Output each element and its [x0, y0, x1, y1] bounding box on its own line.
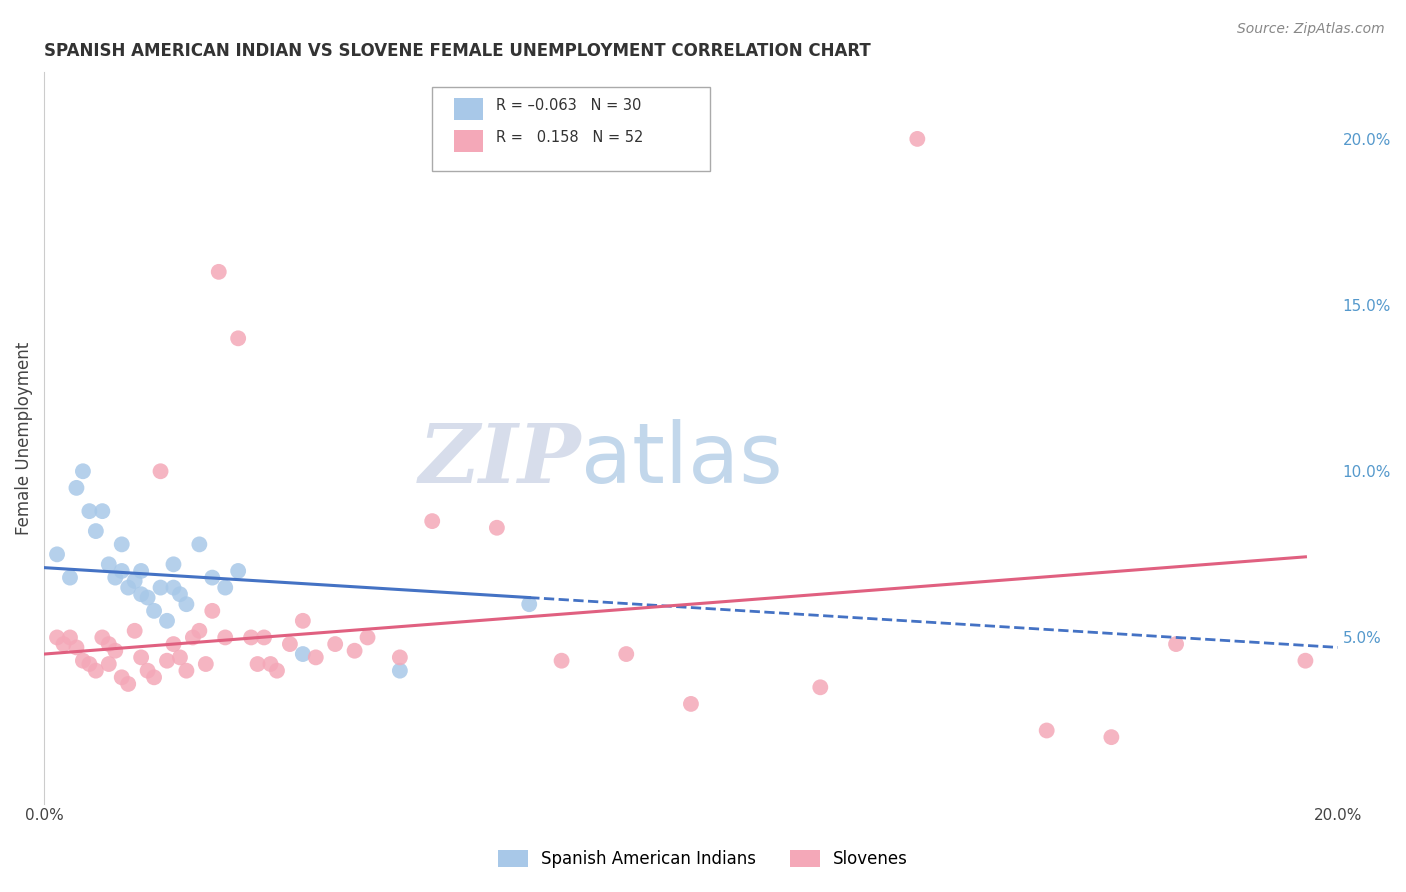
Bar [454, 130, 482, 153]
Point [156, 614, 179, 628]
Point [1099, 730, 1122, 744]
Point [420, 514, 443, 528]
Text: SPANISH AMERICAN INDIAN VS SLOVENE FEMALE UNEMPLOYMENT CORRELATION CHART: SPANISH AMERICAN INDIAN VS SLOVENE FEMAL… [44, 42, 870, 60]
FancyBboxPatch shape [432, 87, 710, 171]
Point [356, 631, 378, 645]
Point [91, 504, 114, 518]
Point [343, 644, 366, 658]
Point [59, 631, 82, 645]
Point [104, 571, 127, 585]
Point [905, 132, 928, 146]
Point [214, 581, 236, 595]
Point [59, 571, 82, 585]
Point [117, 677, 139, 691]
Point [388, 650, 411, 665]
Point [240, 631, 263, 645]
Point [136, 664, 159, 678]
Point [679, 697, 702, 711]
Point [65, 640, 87, 655]
Point [214, 631, 236, 645]
Point [176, 597, 198, 611]
Point [162, 581, 184, 595]
Legend: Spanish American Indians, Slovenes: Spanish American Indians, Slovenes [491, 843, 915, 875]
Point [517, 597, 540, 611]
Point [117, 581, 139, 595]
Point [124, 624, 146, 638]
Point [111, 537, 134, 551]
Point [46, 547, 69, 561]
Point [1294, 654, 1316, 668]
Point [162, 558, 184, 572]
Point [169, 650, 191, 665]
Text: R =   0.158   N = 52: R = 0.158 N = 52 [495, 130, 643, 145]
Text: ZIP: ZIP [419, 420, 581, 500]
Point [808, 681, 831, 695]
Point [278, 637, 301, 651]
Point [46, 631, 69, 645]
Point [188, 624, 211, 638]
Point [156, 654, 179, 668]
Point [201, 604, 224, 618]
Text: Source: ZipAtlas.com: Source: ZipAtlas.com [1237, 22, 1385, 37]
Point [143, 604, 166, 618]
Point [614, 647, 637, 661]
Point [485, 521, 508, 535]
Point [266, 664, 288, 678]
Point [84, 524, 107, 538]
Point [291, 614, 314, 628]
Point [111, 564, 134, 578]
Point [1035, 723, 1057, 738]
Point [194, 657, 217, 671]
Point [388, 664, 411, 678]
Point [72, 654, 94, 668]
Point [226, 331, 249, 345]
Point [181, 631, 204, 645]
Point [129, 564, 152, 578]
Point [201, 571, 224, 585]
Point [162, 637, 184, 651]
Point [65, 481, 87, 495]
Point [169, 587, 191, 601]
Point [124, 574, 146, 588]
Y-axis label: Female Unemployment: Female Unemployment [15, 342, 32, 534]
Point [136, 591, 159, 605]
Bar [454, 98, 482, 120]
Text: atlas: atlas [581, 419, 783, 500]
Point [129, 587, 152, 601]
Point [188, 537, 211, 551]
Point [79, 504, 101, 518]
Point [291, 647, 314, 661]
Point [149, 464, 172, 478]
Point [52, 637, 75, 651]
Text: R = –0.063   N = 30: R = –0.063 N = 30 [495, 98, 641, 112]
Point [104, 644, 127, 658]
Point [323, 637, 346, 651]
Point [72, 464, 94, 478]
Point [550, 654, 572, 668]
Point [259, 657, 281, 671]
Point [208, 265, 231, 279]
Point [176, 664, 198, 678]
Point [129, 650, 152, 665]
Point [305, 650, 328, 665]
Point [97, 637, 120, 651]
Point [143, 670, 166, 684]
Point [79, 657, 101, 671]
Point [149, 581, 172, 595]
Point [1164, 637, 1187, 651]
Point [91, 631, 114, 645]
Point [97, 558, 120, 572]
Point [226, 564, 249, 578]
Point [97, 657, 120, 671]
Point [111, 670, 134, 684]
Point [246, 657, 269, 671]
Point [253, 631, 276, 645]
Point [84, 664, 107, 678]
